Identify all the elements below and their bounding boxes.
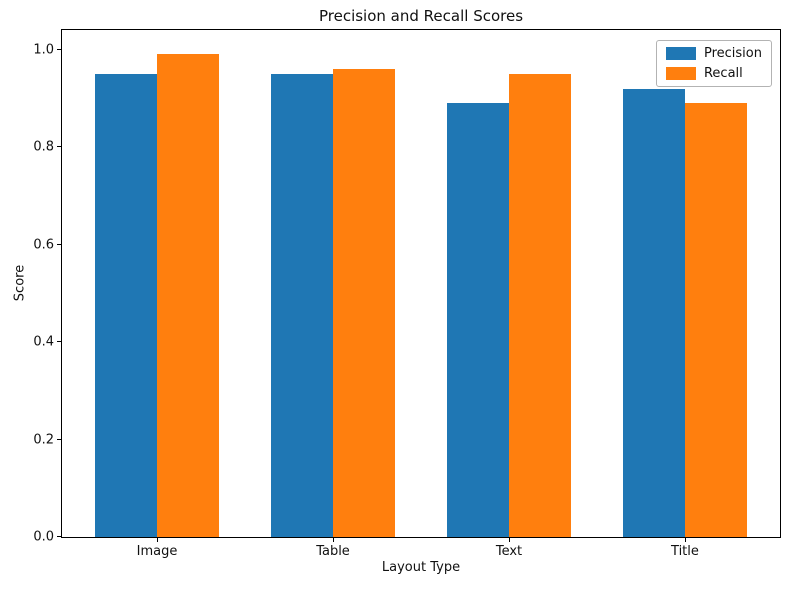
y-tick-mark bbox=[57, 438, 61, 440]
legend-swatch-precision bbox=[665, 47, 696, 60]
y-tick-label: 0.0 bbox=[33, 529, 54, 545]
legend-swatch-recall bbox=[665, 67, 696, 80]
y-tick-label: 0.8 bbox=[33, 139, 54, 155]
y-tick-mark bbox=[57, 146, 61, 147]
y-tick-label: 1.0 bbox=[33, 42, 54, 57]
bar-precision-text bbox=[447, 103, 509, 537]
legend-item-recall: Recall bbox=[665, 66, 762, 81]
bar-recall-image bbox=[157, 54, 219, 537]
legend-label-recall: Recall bbox=[703, 66, 743, 81]
x-tick-mark bbox=[333, 538, 334, 542]
x-tick-label-image: Image bbox=[136, 544, 178, 559]
legend-label-precision: Precision bbox=[703, 46, 762, 61]
bar-recall-table bbox=[333, 69, 395, 537]
y-tick-mark bbox=[57, 48, 61, 50]
y-axis-label: Score bbox=[12, 264, 28, 302]
x-tick-mark bbox=[508, 538, 510, 542]
bar-recall-text bbox=[508, 73, 571, 537]
plot-area: Precision Recall 0.0 0.2 0.4 0.6 0.8 1.0 Image T… bbox=[33, 29, 781, 558]
y-tick-mark bbox=[57, 341, 61, 342]
y-tick-label: 0.2 bbox=[33, 432, 54, 447]
y-tick-label: 0.6 bbox=[33, 237, 54, 252]
x-tick-label-table: Table bbox=[316, 544, 350, 559]
y-tick-label: 0.4 bbox=[33, 334, 54, 350]
x-tick-mark bbox=[684, 538, 686, 542]
y-tick-mark bbox=[57, 243, 61, 245]
legend-item-precision: Precision bbox=[665, 46, 762, 61]
bar-precision-image bbox=[95, 73, 157, 537]
bar-precision-title bbox=[623, 88, 685, 537]
x-tick-mark bbox=[157, 538, 159, 542]
bar-precision-table bbox=[271, 73, 333, 537]
bar-recall-title bbox=[684, 103, 747, 537]
x-tick-label-title: Title bbox=[671, 544, 699, 559]
chart-title: Precision and Recall Scores bbox=[318, 7, 524, 25]
y-tick-mark bbox=[57, 536, 61, 537]
x-tick-label-text: Text bbox=[495, 544, 523, 559]
x-axis-label: Layout Type bbox=[381, 560, 461, 575]
legend: Precision Recall bbox=[655, 40, 772, 87]
